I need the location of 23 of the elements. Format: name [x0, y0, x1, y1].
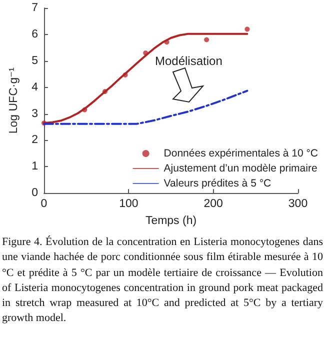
y-axis-title: Log UFC·g⁻¹	[8, 67, 20, 134]
y-tick-label: 4	[32, 81, 39, 94]
y-tick-label: 1	[32, 160, 38, 173]
x-tick-label: 100	[119, 198, 138, 210]
point	[244, 26, 250, 32]
line-series	[43, 90, 248, 125]
y-tick-label: 5	[32, 54, 38, 67]
x-tick-label: 0	[40, 198, 48, 210]
y-tick-label: 0	[32, 187, 38, 200]
y-tick-label: 6	[32, 28, 38, 40]
caption: Figure 4. Évolution de la concentration en Listeria monocytogenes dans une viande hachée de porc conditionnée sous film étirable mesurée à 10 °C et prédite à 5 °C par un modèle tertiaire de croissance — Evolution of Listeria monocytogenes concentration in ground pork meat packaged in stretch wrap measured at 10°C and predicted at 5°C by a tertiary growth model.	[1, 234, 324, 326]
line-series	[43, 32, 248, 124]
point	[204, 37, 210, 42]
legend-label: Valeurs prédites à 5 °C	[164, 178, 272, 190]
y-tick-label: 2	[32, 134, 38, 146]
x-tick-label: 300	[288, 198, 308, 210]
x-axis-title: Temps (h)	[145, 215, 197, 227]
y-tick-label: 3	[32, 108, 38, 120]
x-tick-label: 200	[204, 198, 223, 210]
legend-label: Données expérimentales à 10 °C	[164, 148, 318, 160]
annotation: Modélisation	[155, 54, 222, 68]
legend-label: Ajustement d’un modèle primaire	[164, 162, 318, 174]
y-tick-label: 7	[32, 2, 38, 14]
